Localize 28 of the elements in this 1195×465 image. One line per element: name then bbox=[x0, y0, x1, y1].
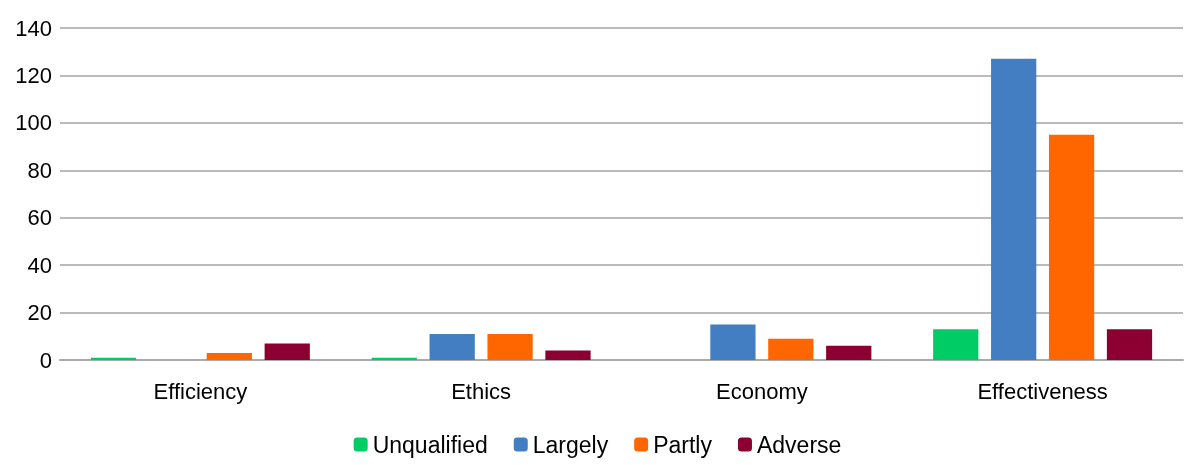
x-tick-label: Economy bbox=[716, 378, 808, 404]
y-tick-label: 140 bbox=[15, 15, 52, 41]
bar bbox=[710, 324, 756, 360]
y-tick-label: 100 bbox=[15, 110, 52, 136]
y-tick-label: 120 bbox=[15, 62, 52, 88]
bar bbox=[826, 345, 872, 360]
bar bbox=[429, 333, 475, 360]
y-tick-label: 0 bbox=[39, 347, 52, 373]
bar bbox=[487, 333, 533, 360]
bar bbox=[933, 329, 979, 360]
bar bbox=[991, 58, 1037, 360]
bar bbox=[1048, 134, 1095, 360]
bar bbox=[768, 338, 814, 360]
bar bbox=[206, 352, 252, 360]
bar bbox=[545, 350, 591, 360]
legend-label: Partly bbox=[653, 431, 713, 458]
bar bbox=[264, 343, 310, 360]
y-tick-label: 20 bbox=[27, 300, 52, 326]
y-tick-label: 60 bbox=[27, 205, 52, 231]
legend-label: Adverse bbox=[756, 431, 842, 458]
y-tick-label: 40 bbox=[27, 252, 52, 278]
legend-label: Largely bbox=[532, 431, 609, 458]
legend-label: Unqualified bbox=[372, 431, 488, 458]
y-tick-label: 80 bbox=[27, 157, 52, 183]
x-tick-label: Effectiveness bbox=[977, 378, 1108, 404]
x-tick-label: Ethics bbox=[451, 378, 512, 404]
x-tick-label: Efficiency bbox=[153, 378, 248, 404]
bar bbox=[1106, 329, 1153, 360]
